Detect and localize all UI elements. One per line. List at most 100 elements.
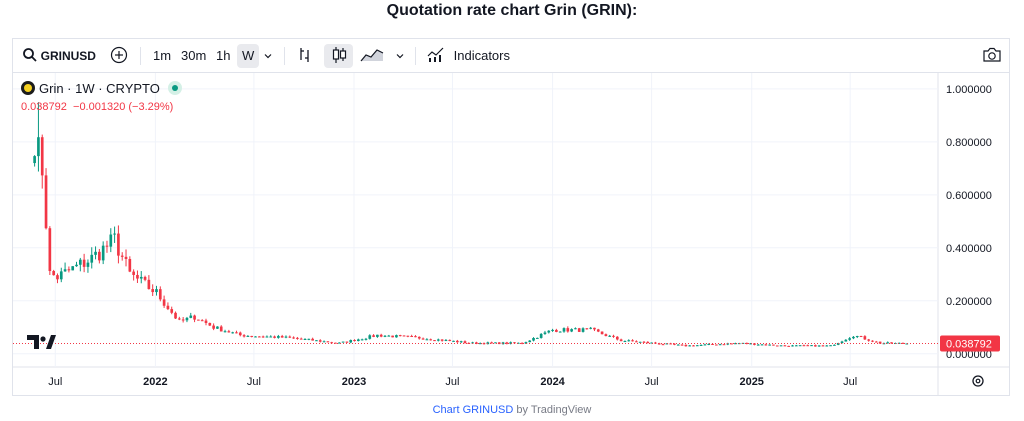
candle-body [189, 315, 193, 318]
candle-body [318, 340, 322, 342]
bars-icon [300, 48, 309, 62]
candle-body [181, 319, 185, 321]
candle-body [216, 326, 219, 329]
candle-body [414, 336, 417, 338]
candle-body [307, 338, 311, 340]
candle-body [501, 342, 505, 345]
interval-w[interactable]: W [237, 44, 260, 68]
interval-1h[interactable]: 1h [216, 48, 231, 63]
candle-body [635, 341, 638, 343]
last-price-badge [940, 335, 1000, 352]
candle-body [760, 344, 764, 346]
candle-body [391, 335, 394, 338]
candle-body [299, 338, 303, 340]
indicators-button[interactable]: Indicators [427, 44, 510, 68]
candle-body [311, 338, 314, 341]
candle-body [109, 234, 113, 247]
candle-body [178, 318, 181, 320]
candle-body [490, 342, 493, 344]
candle-body [806, 345, 810, 347]
candle-body [619, 339, 623, 342]
candle-body [715, 344, 718, 346]
candle-body [627, 340, 631, 342]
candle-body [364, 338, 368, 340]
candle-body [905, 343, 909, 345]
candle-body [859, 336, 863, 338]
candle-body [75, 264, 78, 267]
settings-gear-icon[interactable] [972, 375, 984, 387]
search-icon [23, 48, 37, 62]
candle-body [193, 315, 196, 320]
candle-body [166, 305, 170, 310]
candle-body [783, 345, 787, 347]
candle-body [417, 336, 421, 339]
y-tick-label: 0.000000 [946, 349, 992, 361]
tradingview-logo-icon[interactable] [27, 335, 56, 349]
y-tick-label: 0.200000 [946, 296, 992, 308]
candles-style-button[interactable] [324, 44, 353, 68]
y-tick-label: 0.400000 [946, 243, 992, 255]
candle-body [878, 341, 882, 344]
candle-body [532, 338, 535, 341]
candle-body [269, 336, 273, 338]
chevron-down-icon [264, 54, 272, 59]
candle-body [874, 341, 878, 343]
candle-body [162, 299, 166, 306]
candle-body [676, 344, 680, 346]
candle-body [147, 279, 151, 290]
market-status-icon[interactable] [167, 81, 182, 95]
candle-body [684, 344, 688, 347]
snapshot-button[interactable] [982, 44, 1002, 68]
candle-body [402, 335, 406, 337]
candle-body [547, 330, 551, 333]
interval-dropdown[interactable] [263, 44, 273, 68]
candle-body [56, 275, 59, 280]
x-tick-label: 2024 [540, 376, 565, 388]
candle-body [589, 327, 592, 329]
candle-body [475, 342, 478, 344]
candle-body [753, 343, 756, 345]
legend-change: −0.001320 [73, 101, 126, 113]
price-chart[interactable]: 1.000000 0.800000 0.600000 0.400000 0.200000… [13, 73, 1009, 395]
chart-type-dropdown[interactable] [395, 44, 405, 68]
candle-body [284, 336, 288, 338]
candle-body [901, 342, 905, 344]
candle-body [120, 255, 124, 257]
symbol-search[interactable]: GRINUSD [23, 44, 96, 68]
candles-icon [332, 47, 346, 63]
compare-button[interactable] [110, 44, 128, 68]
candle-body [516, 342, 520, 344]
candle-body [52, 271, 55, 276]
bar-style-button[interactable] [297, 44, 313, 68]
candle-body [326, 341, 330, 343]
candle-body [604, 334, 608, 337]
y-tick-label: 0.800000 [946, 137, 992, 149]
legend-change-pct: (−3.29%) [128, 101, 174, 113]
candle-body [520, 342, 524, 344]
candle-body [833, 344, 836, 346]
candle-body [459, 341, 463, 343]
x-tick-label: Jul [247, 376, 261, 388]
candle-body [871, 340, 874, 342]
candle-body [798, 345, 802, 347]
candle-body [174, 312, 177, 319]
interval-30m[interactable]: 30m [181, 48, 207, 63]
candle-body [673, 343, 676, 345]
candle-body [848, 338, 851, 340]
candle-body [292, 337, 295, 339]
x-tick-label: Jul [843, 376, 857, 388]
chart-widget: GRINUSD 1m 30m 1h W Indicators [12, 38, 1010, 396]
candle-body [345, 341, 349, 343]
candle-body [524, 342, 528, 344]
candle-body [48, 228, 52, 272]
indicators-label: Indicators [453, 48, 510, 63]
candle-body [238, 332, 242, 336]
chart-toolbar: GRINUSD 1m 30m 1h W Indicators [13, 39, 1009, 73]
candle-body [730, 343, 733, 345]
interval-1m[interactable]: 1m [153, 48, 172, 63]
candle-body [376, 334, 379, 337]
footer-chart-link[interactable]: Chart GRINUSD [432, 404, 514, 416]
candle-body [433, 340, 436, 342]
candle-body [330, 342, 334, 344]
area-style-button[interactable] [360, 44, 384, 68]
